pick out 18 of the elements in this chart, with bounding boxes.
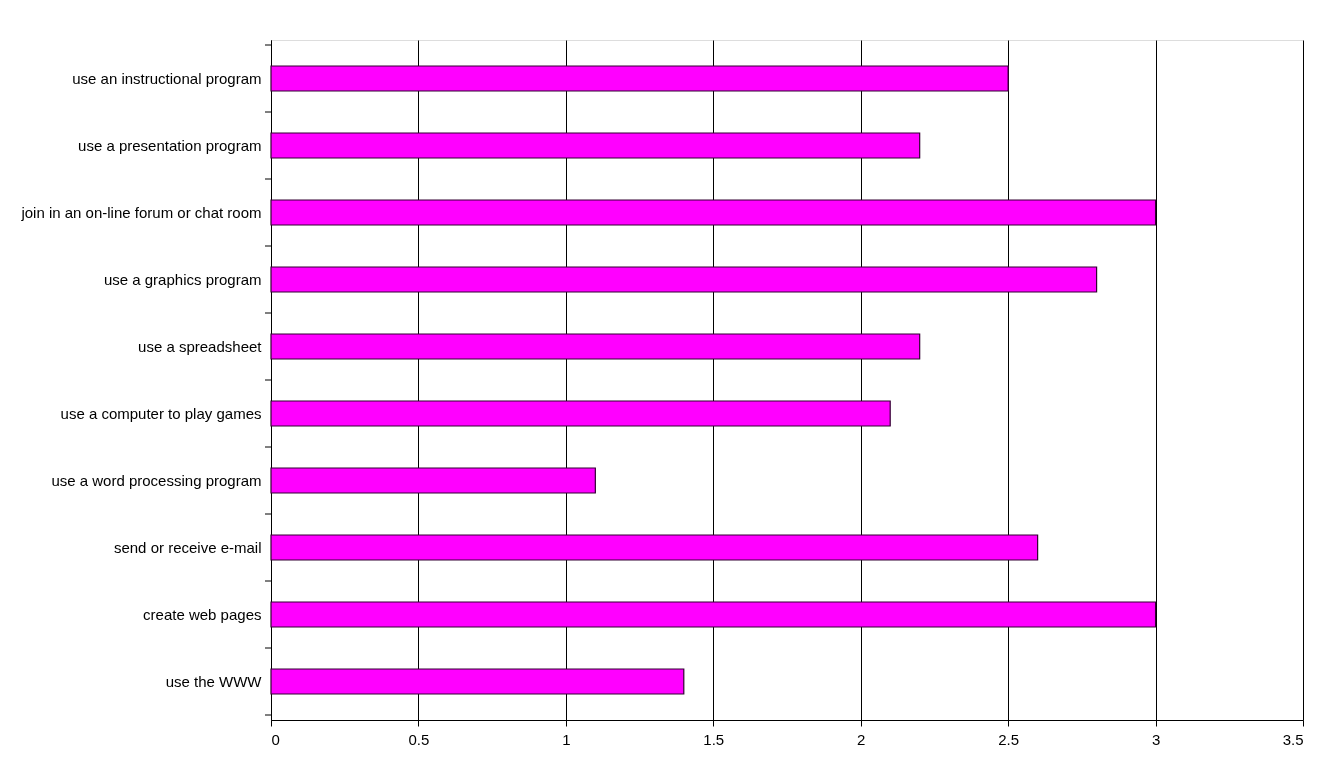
y-tick-label: create web pages <box>143 606 262 623</box>
y-tick-label: use the WWW <box>165 673 263 690</box>
y-tick-label: use a computer to play games <box>60 405 262 422</box>
x-tick-label: 1.5 <box>703 730 725 748</box>
x-tick-label: 1 <box>562 730 571 748</box>
y-tick-label: join in an on-line forum or chat room <box>20 204 262 221</box>
x-tick-label: 0 <box>271 730 280 748</box>
y-tick-label: use a graphics program <box>103 271 262 288</box>
y-tick-label: send or receive e-mail <box>113 539 262 556</box>
y-tick-label: use a presentation program <box>78 137 262 154</box>
x-tick-label: 2.5 <box>998 730 1020 748</box>
x-tick-label: 2 <box>857 730 866 748</box>
y-tick-label: use a spreadsheet <box>138 338 263 355</box>
y-tick-label: use an instructional program <box>72 70 262 87</box>
x-tick-label: 3.5 <box>1282 730 1304 748</box>
y-tick-label: use a word processing program <box>51 472 262 489</box>
x-tick-label: 0.5 <box>408 730 430 748</box>
x-tick-label: 3 <box>1151 730 1161 748</box>
